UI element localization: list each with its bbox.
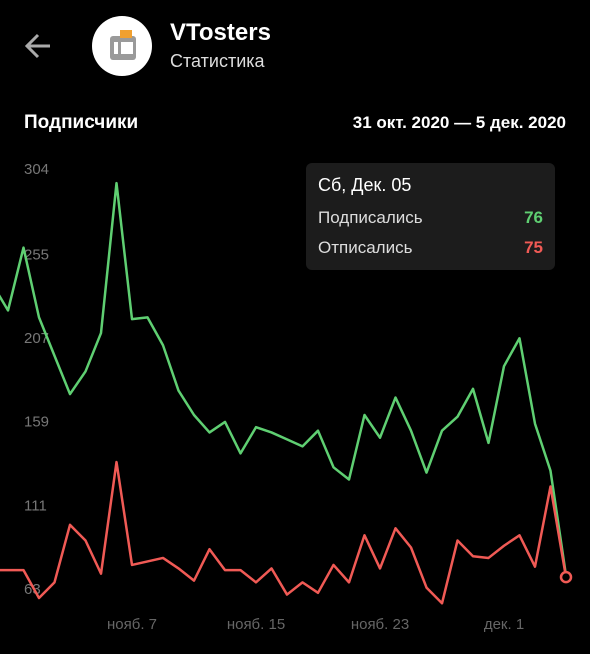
section-title: Подписчики [24,112,139,133]
series-line [0,181,568,576]
tooltip-label: Подписались [318,208,423,227]
channel-subtitle: Статистика [170,51,265,71]
tooltip-title: Сб, Дек. 05 [318,175,412,195]
tooltip: Сб, Дек. 05 Подписались 76 Отписались 75 [306,163,555,270]
y-tick-label: 304 [24,161,49,178]
highlight-point [559,570,573,584]
x-tick-label: нояб. 23 [351,616,409,633]
y-tick-label: 159 [24,414,49,431]
tooltip-value: 75 [524,238,543,257]
back-button[interactable] [24,32,54,60]
y-tick-label: 111 [24,497,47,514]
avatar-icon [110,30,136,60]
y-tick-label: 255 [24,246,49,263]
x-tick-label: нояб. 7 [107,616,157,633]
channel-title: VTosters [170,19,271,46]
x-tick-label: нояб. 15 [227,616,285,633]
x-tick-label: дек. 1 [484,616,524,633]
tooltip-value: 76 [524,208,543,227]
tooltip-label: Отписались [318,238,413,257]
y-tick-label: 207 [24,330,49,347]
avatar[interactable] [92,16,152,76]
period[interactable]: 31 окт. 2020 — 5 дек. 2020 [352,113,566,132]
series-line [0,460,568,605]
